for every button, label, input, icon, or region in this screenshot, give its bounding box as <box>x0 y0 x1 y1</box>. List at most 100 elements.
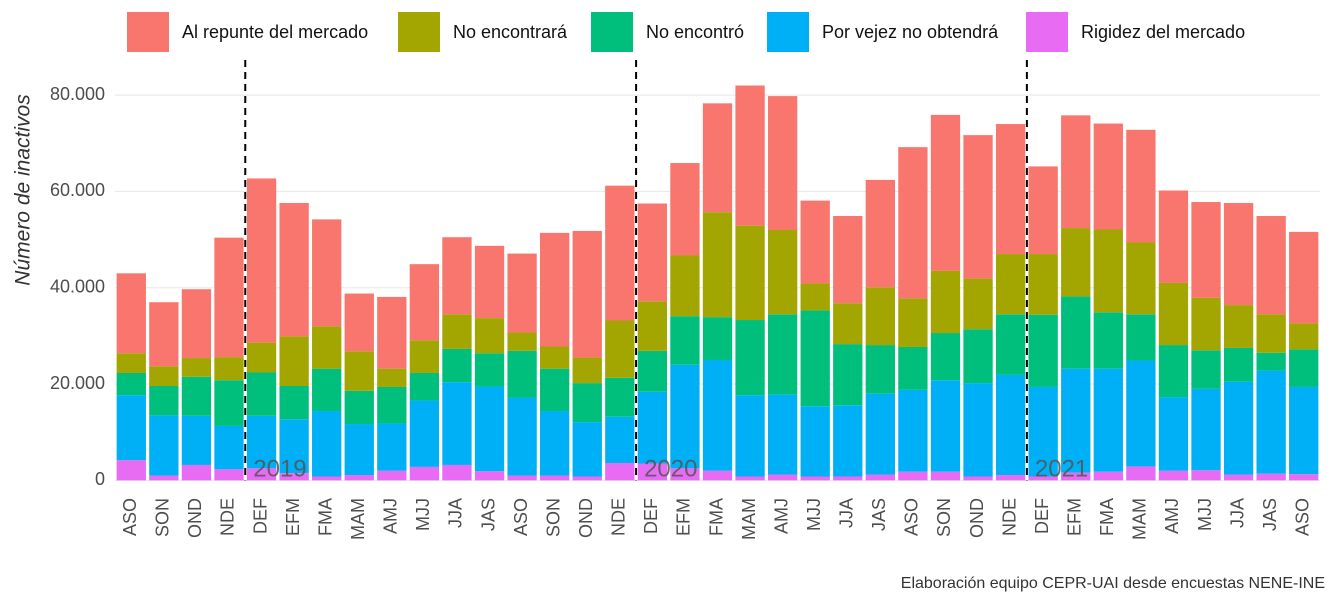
bar-segment <box>735 320 765 396</box>
bar-segment <box>181 358 212 377</box>
x-tick-label: MAM <box>739 498 759 540</box>
x-tick-label: FMA <box>315 498 335 536</box>
bar-segment <box>507 350 537 398</box>
bar-segment <box>702 212 733 318</box>
bar-segment <box>1256 352 1286 371</box>
bar-segment <box>1289 231 1319 324</box>
bar-segment <box>572 422 602 477</box>
bar-segment <box>312 368 342 412</box>
bar-segment <box>1289 323 1319 350</box>
x-tick-label: DEF <box>1032 498 1052 534</box>
bar-segment <box>605 416 635 464</box>
bar-segment <box>572 383 602 423</box>
bar-segment <box>409 466 440 481</box>
x-tick-label: OND <box>185 498 205 538</box>
bar-segment <box>833 476 863 481</box>
bar-segment <box>605 463 635 481</box>
bar-segment <box>116 460 146 481</box>
bar-segment <box>767 314 798 395</box>
x-tick-label: JJA <box>1227 498 1247 528</box>
bar-segment <box>800 310 830 407</box>
bar-segment <box>865 474 895 481</box>
year-annotation: 2020 <box>644 456 697 483</box>
bar-segment <box>605 377 635 417</box>
bar-segment <box>1028 476 1058 481</box>
bar-segment <box>670 468 700 481</box>
bar-segment <box>637 463 668 481</box>
bar-segment <box>540 346 570 369</box>
bar-segment <box>702 317 733 360</box>
bar-segment <box>181 289 212 359</box>
bar-segment <box>1223 381 1254 475</box>
bar-segment <box>735 225 765 321</box>
caption: Elaboración equipo CEPR-UAI desde encues… <box>901 575 1325 592</box>
bar-segment <box>409 264 440 341</box>
bar-segment <box>1028 386 1058 477</box>
bar-segment <box>1191 297 1221 351</box>
x-tick-label: JAS <box>478 498 498 531</box>
bar-segment <box>833 216 863 304</box>
bar-segment <box>833 405 863 477</box>
bar-segment <box>377 386 407 424</box>
x-tick-label: DEF <box>641 498 661 534</box>
legend-swatch <box>1026 12 1068 52</box>
x-tick-label: MJJ <box>804 498 824 531</box>
bar-segment <box>116 372 146 396</box>
bar-segment <box>1093 368 1123 472</box>
bar-segment <box>1061 228 1091 297</box>
legend-swatch <box>398 12 440 52</box>
bar-segment <box>735 476 765 481</box>
bar-segment <box>963 278 993 330</box>
bar-segment <box>767 394 798 475</box>
bar-segment <box>930 114 961 271</box>
bar-segment <box>442 382 472 465</box>
bar-segment <box>116 273 146 354</box>
x-tick-label: NDE <box>999 498 1019 536</box>
bar-segment <box>1061 115 1091 229</box>
x-tick-label: EFM <box>1064 498 1084 536</box>
bar-segment <box>995 314 1026 375</box>
bar-segment <box>1028 166 1058 255</box>
bar-segment <box>377 296 407 369</box>
bar-segment <box>246 468 277 481</box>
bar-segment <box>1158 470 1189 481</box>
bar-segment <box>279 385 309 420</box>
bar-segment <box>474 471 505 481</box>
bar-segment <box>995 254 1026 315</box>
bar-segment <box>800 200 830 284</box>
bar-segment <box>344 351 374 391</box>
y-tick-label: 0 <box>95 469 105 489</box>
bar-segment <box>995 475 1026 481</box>
bar-segment <box>279 203 309 337</box>
bar-segment <box>474 386 505 472</box>
y-tick-label: 80.000 <box>50 84 105 104</box>
bar-segment <box>1256 473 1286 481</box>
bar-segment <box>800 406 830 477</box>
bar-segment <box>1093 312 1123 369</box>
x-tick-label: FMA <box>1097 498 1117 536</box>
bar-segment <box>605 320 635 378</box>
bar-segment <box>670 163 700 256</box>
bar-segment <box>507 253 537 333</box>
bar-segment <box>344 390 374 425</box>
bar-segment <box>637 203 668 302</box>
bar-segment <box>116 353 146 373</box>
bar-segment <box>898 298 928 347</box>
x-tick-label: JJA <box>446 498 466 528</box>
x-tick-label: SON <box>934 498 954 537</box>
bar-segment <box>540 232 570 347</box>
x-tick-label: JAS <box>1260 498 1280 531</box>
bar-segment <box>637 301 668 351</box>
x-tick-label: AMJ <box>381 498 401 534</box>
x-tick-label: MAM <box>348 498 368 540</box>
x-tick-label: ASO <box>902 498 922 536</box>
bar-segment <box>1093 123 1123 230</box>
bar-segment <box>312 476 342 481</box>
legend-label: Por vejez no obtendrá <box>822 22 999 42</box>
bar-segment <box>1093 229 1123 313</box>
x-tick-label: MJJ <box>413 498 433 531</box>
bar-segment <box>181 464 212 481</box>
bar-segment <box>279 473 309 481</box>
bar-segment <box>507 475 537 481</box>
bar-segment <box>865 179 895 288</box>
